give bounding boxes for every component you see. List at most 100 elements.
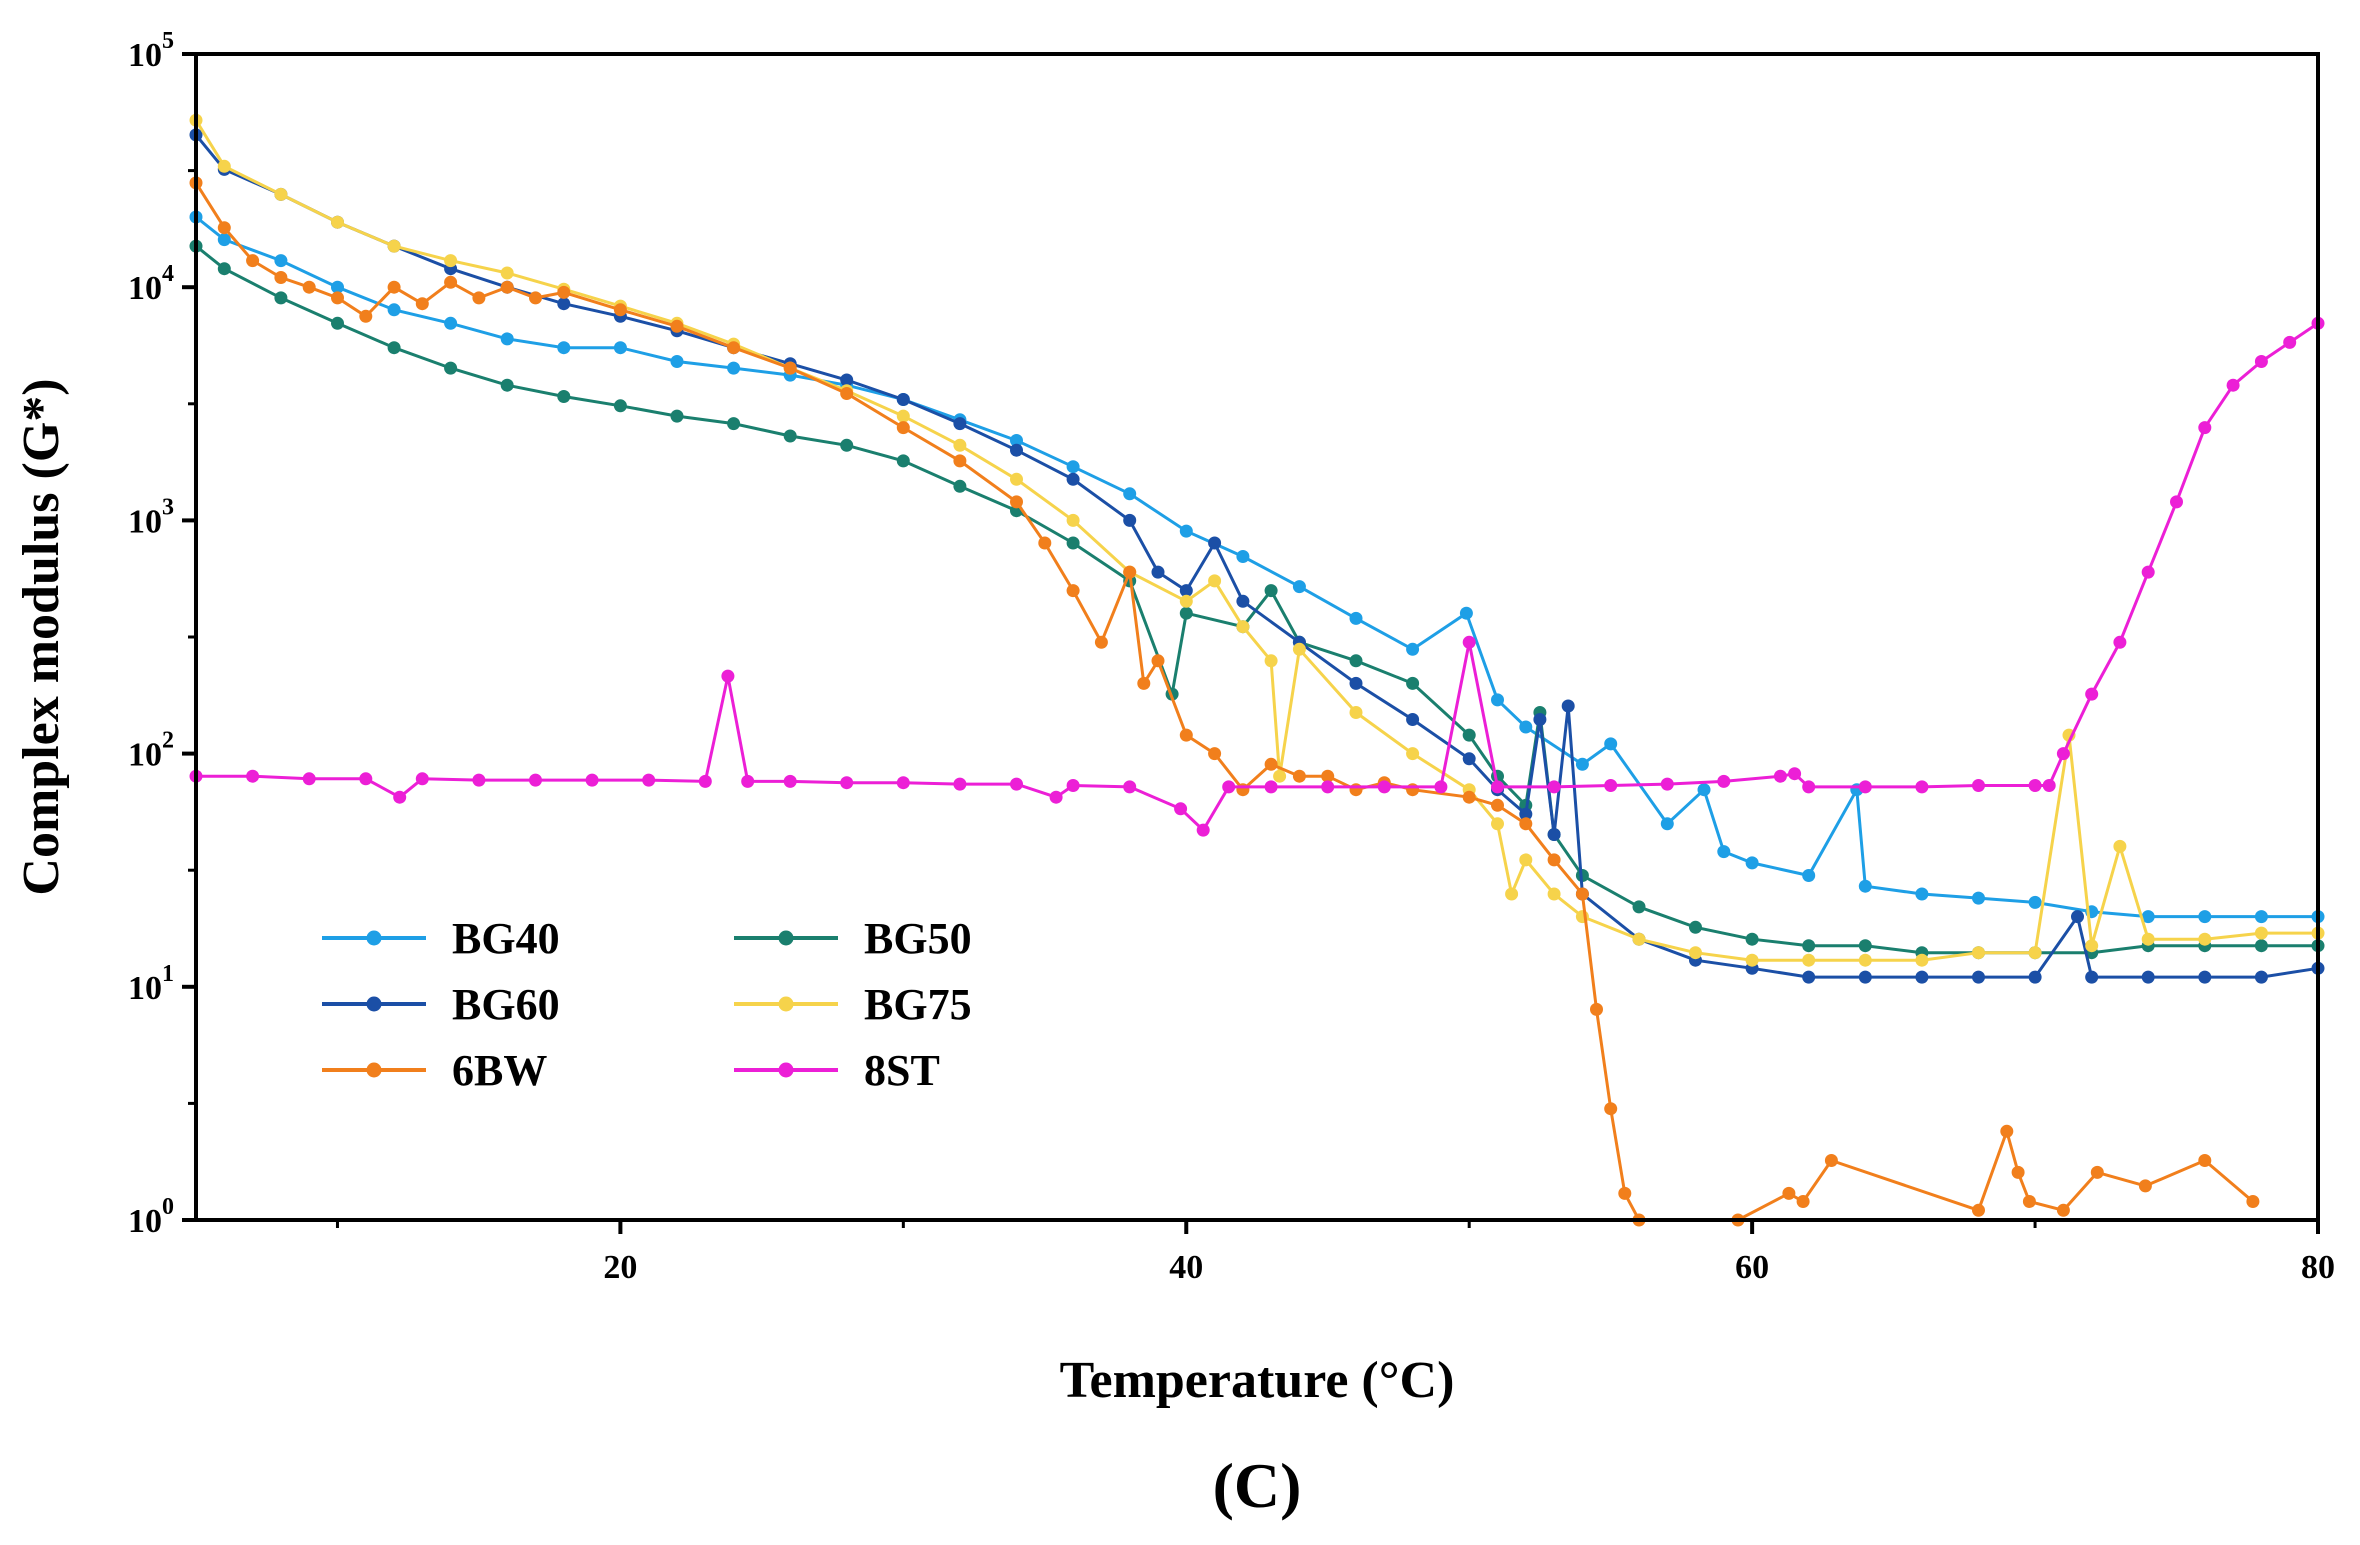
data-point-8st (246, 769, 260, 783)
data-point-bg50 (217, 262, 231, 276)
legend-swatch-marker (366, 1062, 382, 1078)
data-point-8st (1377, 780, 1391, 794)
data-point-8st (2028, 779, 2042, 792)
data-point-bg40 (1717, 845, 1731, 859)
data-point-bg40 (2198, 910, 2212, 924)
data-point-bg75 (2198, 932, 2212, 946)
data-point-bg40 (1066, 460, 1080, 474)
x-tick-label: 80 (2301, 1249, 2335, 1286)
data-point-6bw (1406, 783, 1420, 797)
data-point-bg60 (896, 393, 910, 406)
data-point-bg40 (444, 316, 458, 330)
data-point-6bw (1972, 1203, 1985, 1217)
data-point-bg40 (670, 355, 684, 368)
data-point-bg75 (1802, 953, 1816, 967)
data-point-8st (1858, 780, 1872, 794)
x-tick-label: 40 (1169, 1249, 1203, 1286)
data-point-6bw (727, 341, 741, 355)
data-point-bg75 (1066, 513, 1080, 527)
data-point-bg60 (2141, 970, 2155, 984)
y-axis-title: Complex modulus (G*) (13, 378, 70, 895)
legend: BG40 BG50 BG60 BG75 6BW 8ST (322, 914, 972, 1095)
data-point-bg50 (783, 429, 797, 443)
data-point-6bw (1824, 1154, 1838, 1167)
data-point-8st (1264, 780, 1278, 794)
y-tick-label: 100 (128, 1194, 174, 1240)
data-point-6bw (415, 297, 429, 311)
data-point-bg75 (1519, 853, 1533, 867)
series-line-bg75 (194, 119, 2318, 962)
data-point-bg40 (1972, 891, 1985, 905)
panel-label: (C) (1213, 1450, 1302, 1521)
y-tick-label: 102 (128, 728, 174, 774)
data-point-bg40 (1915, 887, 1929, 901)
data-point-bg50 (896, 454, 910, 468)
data-point-bg60 (1915, 970, 1929, 984)
data-point-6bw (387, 280, 401, 294)
y-axis: 100 101 102 103 104 105 (128, 28, 196, 1240)
data-point-bg50 (613, 399, 627, 413)
data-point-bg75 (2085, 939, 2099, 953)
data-point-6bw (1208, 747, 1222, 761)
data-point-bg75 (331, 215, 344, 229)
legend-label: BG75 (864, 980, 972, 1029)
data-point-bg60 (1066, 472, 1080, 486)
data-point-bg75 (2141, 932, 2155, 946)
data-point-bg50 (557, 390, 571, 403)
data-point-8st (1788, 767, 1802, 781)
data-point-bg60 (1236, 594, 1250, 608)
data-point-bg60 (2198, 970, 2212, 984)
data-point-6bw (1236, 783, 1250, 797)
data-point-bg75 (1491, 817, 1504, 831)
data-point-6bw (1604, 1102, 1618, 1116)
data-point-bg75 (1632, 932, 1646, 946)
data-point-8st (2283, 335, 2297, 349)
data-point-6bw (472, 291, 486, 305)
data-point-6bw (2090, 1165, 2104, 1179)
data-point-bg40 (1802, 869, 1816, 882)
data-point-bg60 (1179, 584, 1193, 598)
series-line-8st (196, 322, 2319, 833)
data-point-bg60 (1462, 752, 1476, 766)
data-point-8st (1196, 823, 1210, 837)
data-point-bg50 (331, 316, 344, 330)
data-point-bg40 (1179, 524, 1193, 538)
series-8st (189, 316, 2325, 837)
legend-item-bg50: BG50 (734, 914, 972, 963)
data-point-bg75 (1010, 472, 1023, 486)
data-point-bg75 (217, 159, 231, 173)
series-layer (189, 113, 2325, 1227)
data-point-6bw (953, 454, 967, 468)
data-point-bg60 (1547, 828, 1561, 841)
data-point-6bw (1519, 817, 1533, 831)
data-point-bg60 (1406, 713, 1420, 726)
data-point-8st (302, 772, 316, 786)
data-point-6bw (246, 254, 260, 268)
data-point-bg60 (2085, 970, 2099, 984)
data-point-8st (721, 669, 735, 683)
data-point-6bw (1618, 1186, 1632, 1200)
data-point-6bw (1066, 584, 1080, 598)
data-point-8st (393, 790, 407, 804)
data-point-bg50 (1066, 536, 1080, 550)
data-point-8st (2042, 779, 2056, 792)
data-point-bg40 (1406, 642, 1420, 656)
data-point-bg75 (274, 187, 288, 201)
legend-item-bg75: BG75 (734, 980, 972, 1029)
data-point-bg50 (1858, 939, 1872, 953)
legend-swatch-marker (778, 996, 794, 1012)
y-tick-label: 101 (128, 961, 174, 1007)
data-point-8st (783, 774, 797, 788)
data-point-6bw (2056, 1203, 2070, 1217)
data-point-6bw (896, 421, 910, 435)
x-axis-title: Temperature (°C) (1060, 1352, 1455, 1409)
data-point-8st (2254, 355, 2268, 368)
data-point-bg75 (500, 266, 514, 280)
data-point-bg50 (1802, 939, 1816, 953)
data-point-bg40 (1660, 817, 1674, 831)
legend-label: 8ST (864, 1046, 940, 1095)
data-point-bg40 (1858, 879, 1872, 893)
data-point-bg50 (1745, 932, 1759, 946)
data-point-bg60 (1802, 970, 1816, 984)
data-point-8st (1462, 635, 1476, 649)
